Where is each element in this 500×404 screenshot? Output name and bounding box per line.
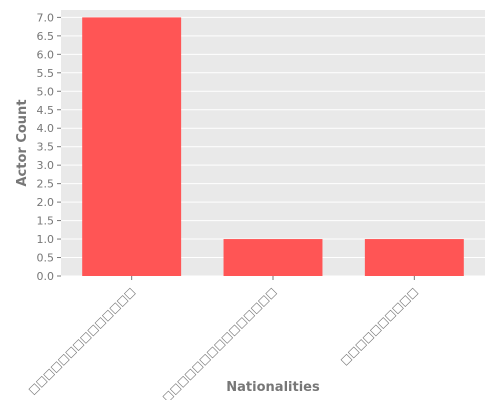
- y-tick-label: 4.0: [37, 122, 55, 135]
- bars: [82, 17, 464, 277]
- y-tick-label: 2.5: [37, 178, 55, 191]
- x-tick-label: □□□□□□□□□□□□□□: [26, 285, 138, 397]
- bar: [82, 17, 182, 277]
- y-tick-label: 3.5: [37, 141, 55, 154]
- y-tick-label: 2.0: [37, 196, 55, 209]
- y-axis-title: Actor Count: [15, 99, 30, 186]
- y-tick-label: 7.0: [37, 11, 55, 24]
- y-tick-label: 1.5: [37, 215, 55, 228]
- y-tick-label: 1.0: [37, 233, 55, 246]
- y-tick-label: 4.5: [37, 104, 55, 117]
- bar: [364, 239, 464, 276]
- y-tick-label: 6.5: [37, 30, 55, 43]
- y-tick-label: 5.5: [37, 67, 55, 80]
- y-tick-label: 0.0: [37, 270, 55, 283]
- x-axis-title: Nationalities: [226, 380, 320, 395]
- y-tick-label: 3.0: [37, 159, 55, 172]
- y-axis-ticks: 0.0 0.5 1.0 1.5 2.0 2.5 3.0 3.5 4.0 4.5 5.0 5.5 6.0 6…: [37, 11, 61, 283]
- y-tick-label: 0.5: [37, 252, 55, 265]
- x-axis-ticks: □□□□□□□□□□□□□□ □□□□□□□□□□□□□□□ □□□□□□□□□□: [26, 276, 421, 404]
- y-tick-label: 5.0: [37, 85, 55, 98]
- y-tick-label: 6.0: [37, 48, 55, 61]
- bar: [223, 239, 323, 276]
- x-tick-label: □□□□□□□□□□: [338, 285, 421, 368]
